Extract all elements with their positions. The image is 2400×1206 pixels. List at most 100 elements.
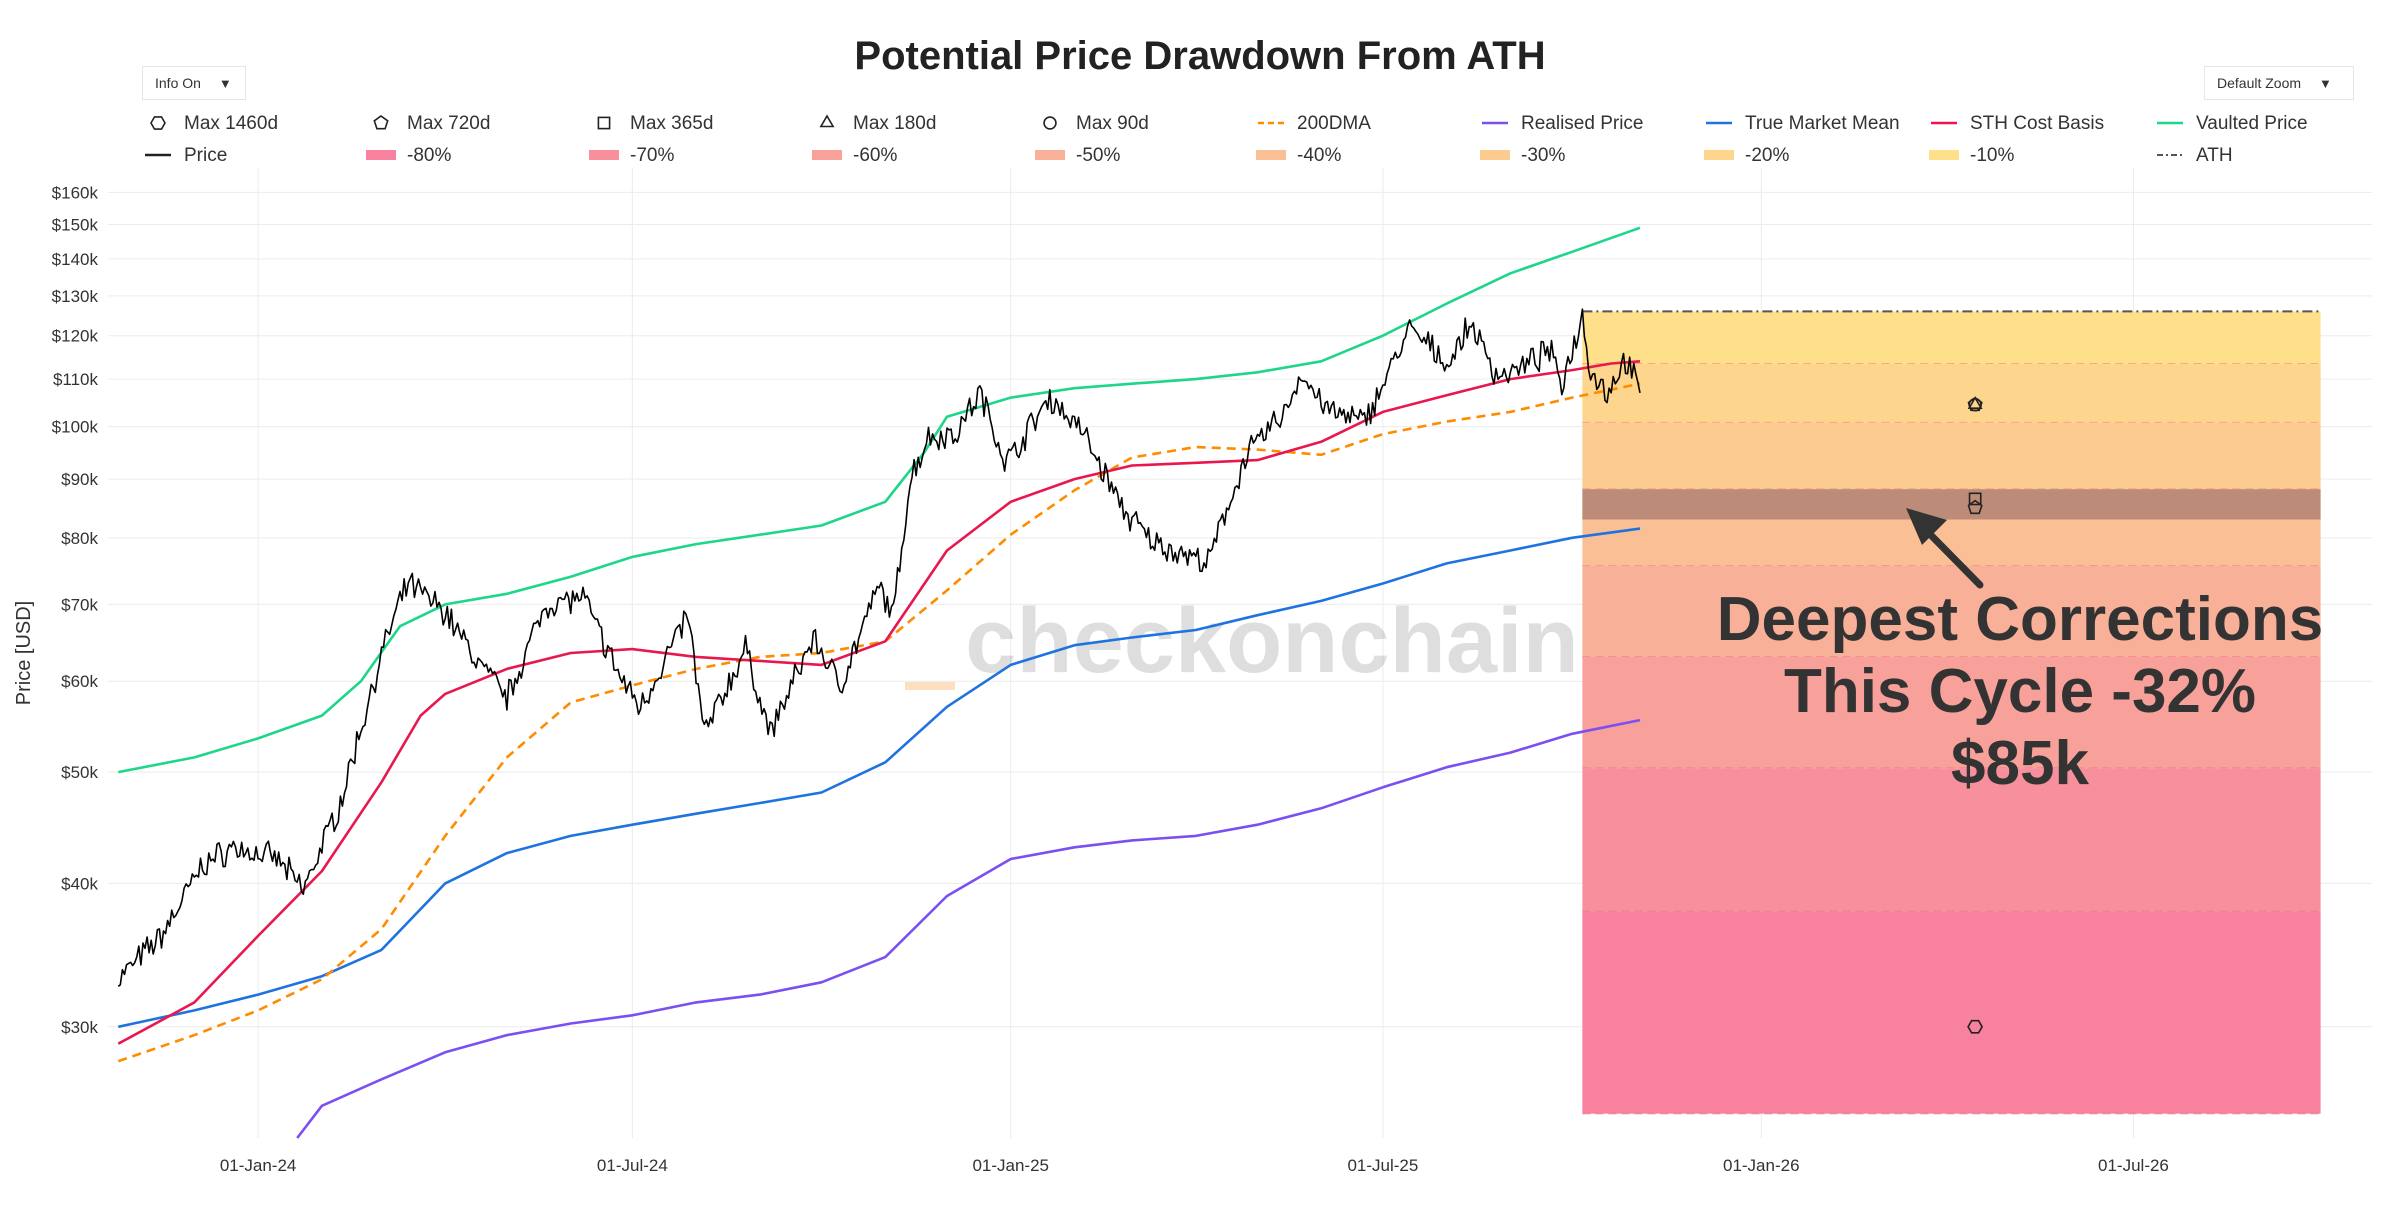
watermark-text: checkonchain — [965, 590, 1579, 692]
legend-item: -10% — [1929, 145, 2014, 166]
legend-label: -10% — [1970, 145, 2014, 166]
y-tick-label: $110k — [53, 370, 99, 389]
y-tick-label: $50k — [61, 763, 98, 782]
y-axis-title: Price [USD] — [13, 601, 35, 705]
drawdown-band — [1582, 768, 2321, 912]
zoom-select-label: Default Zoom — [2217, 75, 2302, 91]
legend-item: -80% — [366, 145, 451, 166]
x-tick-label: 01-Jul-26 — [2098, 1156, 2169, 1175]
marker-circle — [1968, 397, 1982, 412]
axes: $30k $40k $50k $60k $70k $80k $90k $100k $110k $1… — [13, 183, 2169, 1175]
marker-hexagon — [1967, 1019, 1984, 1034]
x-tick-label: 01-Jan-25 — [972, 1156, 1049, 1175]
legend-item: -70% — [589, 145, 674, 166]
chevron-down-icon: ▼ — [218, 75, 232, 91]
legend-label: -50% — [1076, 145, 1120, 166]
drawdown-bands — [1582, 310, 2321, 1115]
legend-label: Price — [184, 145, 227, 166]
marker-pentagon — [1967, 499, 1983, 515]
drawdown-band — [1582, 311, 2321, 364]
y-tick-label: $140k — [52, 250, 99, 269]
legend-label: -60% — [853, 145, 897, 166]
legend-label: -40% — [1297, 145, 1341, 166]
legend-item: Price — [145, 145, 227, 166]
legend-marker-triangle — [819, 114, 835, 128]
legend-marker-hexagon — [150, 116, 166, 130]
legend-swatch-band — [1704, 150, 1734, 160]
series-line-realised — [296, 718, 1641, 1139]
legend-item: True Market Mean — [1706, 113, 1900, 134]
x-tick-label: 01-Jan-26 — [1723, 1156, 1800, 1175]
legend-swatch-band — [366, 150, 396, 160]
legend-item: Max 720d — [373, 113, 490, 134]
drawdown-band — [1582, 911, 2321, 1114]
legend-label: -30% — [1521, 145, 1565, 166]
y-tick-label: $80k — [61, 529, 98, 548]
legend-label: Max 180d — [853, 113, 936, 134]
legend-item: -30% — [1480, 145, 1565, 166]
y-tick-label: $150k — [52, 215, 99, 234]
legend-label: -80% — [407, 145, 451, 166]
legend-label: -70% — [630, 145, 674, 166]
legend-swatch-band — [1480, 150, 1510, 160]
max-drawdown-markers — [1967, 396, 1984, 1034]
legend-label: STH Cost Basis — [1970, 113, 2104, 134]
drawdown-band — [1582, 422, 2321, 490]
legend-swatch-band — [1035, 150, 1065, 160]
y-tick-label: $130k — [52, 287, 99, 306]
x-tick-label: 01-Jan-24 — [220, 1156, 297, 1175]
y-tick-label: $120k — [52, 327, 99, 346]
annotation-line-3: $85k — [1951, 729, 2089, 798]
y-tick-label: $30k — [61, 1018, 98, 1037]
annotation-arrow-head — [1906, 508, 1947, 545]
legend-item: Max 180d — [819, 113, 936, 134]
legend-marker-circle — [1043, 116, 1057, 130]
annotation-line-1: Deepest Corrections — [1717, 585, 2323, 654]
legend-label: -20% — [1745, 145, 1789, 166]
legend-item: Max 365d — [597, 113, 713, 134]
legend-swatch-band — [1256, 150, 1286, 160]
y-tick-label: $160k — [52, 183, 99, 202]
y-tick-label: $60k — [61, 672, 98, 691]
legend-label: 200DMA — [1297, 113, 1371, 134]
annotation-line-2: This Cycle -32% — [1784, 657, 2256, 726]
chart-title: Potential Price Drawdown From ATH — [854, 34, 1546, 78]
y-tick-label: $100k — [52, 418, 99, 437]
info-toggle-dropdown[interactable]: Info On ▼ — [142, 66, 246, 100]
legend-item: 200DMA — [1258, 113, 1371, 134]
legend-label: True Market Mean — [1745, 113, 1900, 134]
legend-item: Max 1460d — [150, 113, 278, 134]
series-line-vaulted-price — [118, 226, 1641, 774]
legend-swatch-band — [1929, 150, 1959, 160]
x-tick-label: 01-Jul-25 — [1347, 1156, 1418, 1175]
legend-item: -20% — [1704, 145, 1789, 166]
info-toggle-label: Info On — [155, 75, 201, 91]
drawdown-band — [1582, 566, 2321, 657]
y-tick-label: $40k — [61, 874, 98, 893]
zoom-select-dropdown[interactable]: Default Zoom ▼ — [2204, 66, 2354, 100]
legend-item: Realised Price — [1482, 113, 1644, 134]
drawdown-band — [1582, 363, 2321, 423]
legend-label: Max 1460d — [184, 113, 278, 134]
series-line-sth-cost-basis — [117, 360, 1641, 1045]
legend-marker-square — [597, 116, 611, 130]
legend-item: -50% — [1035, 145, 1120, 166]
watermark: checkonchain — [905, 590, 1579, 692]
legend-swatch-band — [812, 150, 842, 160]
legend-label: Max 720d — [407, 113, 490, 134]
series-line-price — [117, 308, 1641, 987]
y-tick-label: $70k — [61, 595, 98, 614]
legend-item: -60% — [812, 145, 897, 166]
legend-label: Realised Price — [1521, 113, 1644, 134]
legend-item: STH Cost Basis — [1931, 113, 2104, 134]
legend-label: Vaulted Price — [2196, 113, 2308, 134]
legend-label: ATH — [2196, 145, 2233, 166]
y-tick-label: $90k — [61, 470, 98, 489]
cycle-low-highlight-band — [1582, 489, 2321, 520]
legend-swatch-band — [589, 150, 619, 160]
drawdown-band — [1582, 656, 2321, 769]
legend-item: Vaulted Price — [2157, 113, 2308, 134]
